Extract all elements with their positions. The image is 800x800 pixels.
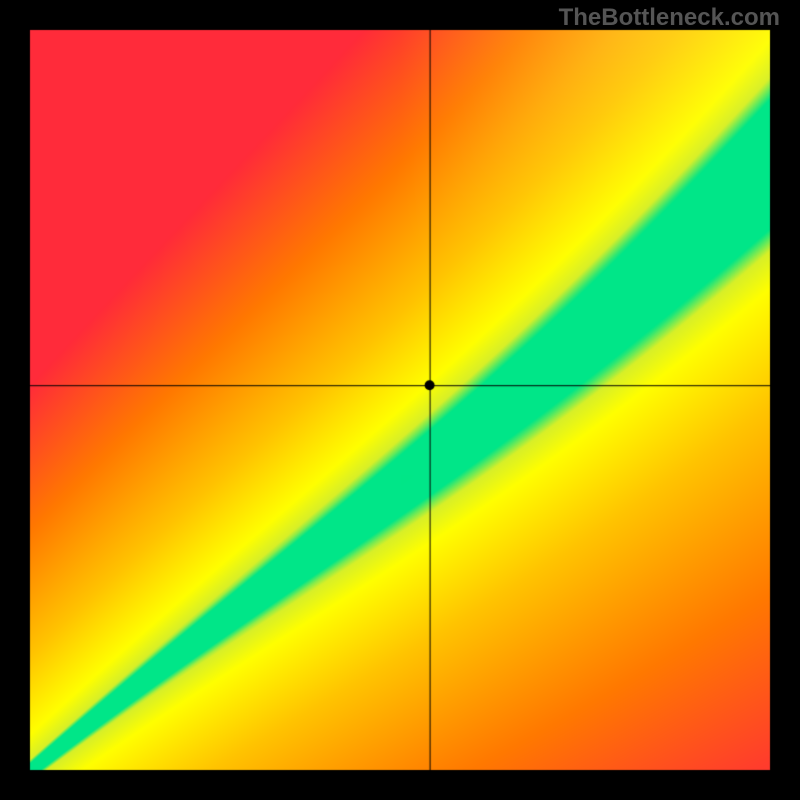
chart-container: TheBottleneck.com	[0, 0, 800, 800]
bottleneck-heatmap	[0, 0, 800, 800]
